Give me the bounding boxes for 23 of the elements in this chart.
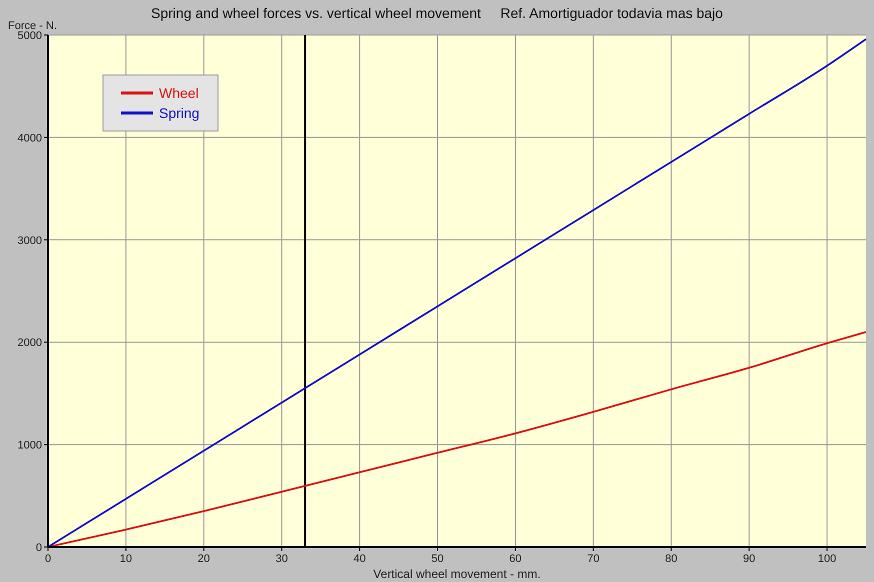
y-tick-label: 0 [36,542,42,554]
y-tick-label: 2000 [18,337,42,350]
legend-label: Spring [159,105,200,121]
x-tick-label: 100 [818,553,836,565]
y-tick-label: 3000 [18,234,42,247]
y-tick-label: 1000 [18,440,42,452]
chart-title: Spring and wheel forces vs. vertical wheel movement Ref. Amortiguador todavia mas bajo [151,5,724,21]
y-tick-label: 5000 [18,30,42,42]
x-tick-label: 80 [665,553,678,565]
line-series [47,38,867,548]
y-tick-label: 4000 [18,132,42,144]
x-tick-label: 70 [587,553,600,565]
x-tick-label: 0 [44,553,52,565]
y-axis-title: Force - N. [8,20,57,32]
x-tick-label: 60 [509,553,522,565]
legend-label: Wheel [159,85,199,101]
x-tick-label: 10 [120,553,132,565]
x-axis-title: Vertical wheel movement - mm. [373,567,541,581]
x-tick-label: 90 [743,553,756,565]
x-tick-label: 20 [198,553,210,565]
x-tick-label: 40 [353,553,366,565]
x-tick-label: 50 [431,553,444,565]
x-tick-label: 30 [276,553,288,565]
